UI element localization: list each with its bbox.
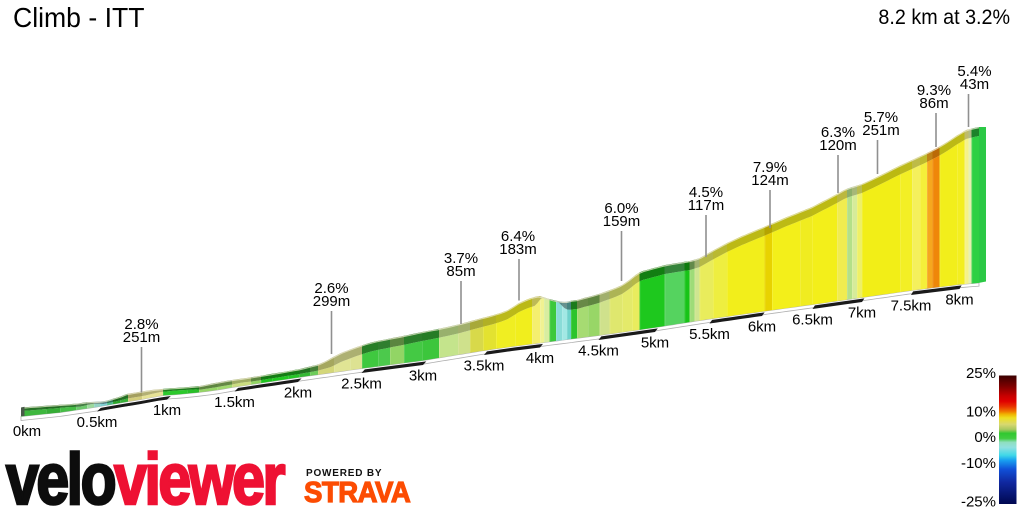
- svg-text:2.6%: 2.6%: [314, 280, 348, 297]
- svg-text:4.5%: 4.5%: [689, 184, 723, 201]
- svg-text:2.8%: 2.8%: [124, 316, 158, 333]
- svg-text:25%: 25%: [966, 365, 996, 382]
- svg-text:1km: 1km: [153, 402, 181, 419]
- svg-text:43m: 43m: [960, 76, 989, 93]
- svg-text:183m: 183m: [499, 241, 537, 258]
- svg-text:1.5km: 1.5km: [214, 394, 255, 411]
- svg-text:-25%: -25%: [961, 494, 996, 511]
- svg-text:251m: 251m: [862, 122, 900, 139]
- svg-text:6km: 6km: [748, 319, 776, 336]
- svg-text:4km: 4km: [526, 350, 554, 367]
- svg-text:0%: 0%: [974, 429, 996, 446]
- svg-text:0.5km: 0.5km: [77, 414, 118, 431]
- svg-text:10%: 10%: [966, 404, 996, 421]
- svg-text:120m: 120m: [819, 137, 857, 154]
- svg-text:5.5km: 5.5km: [689, 326, 730, 343]
- svg-text:2km: 2km: [284, 385, 312, 402]
- svg-text:85m: 85m: [446, 263, 475, 280]
- svg-text:5.7%: 5.7%: [864, 109, 898, 126]
- svg-text:6.4%: 6.4%: [501, 228, 535, 245]
- svg-text:3.5km: 3.5km: [464, 358, 505, 375]
- svg-text:7.9%: 7.9%: [753, 159, 787, 176]
- svg-text:9.3%: 9.3%: [917, 82, 951, 99]
- svg-text:86m: 86m: [919, 95, 948, 112]
- svg-text:7.5km: 7.5km: [891, 298, 932, 315]
- svg-text:8km: 8km: [945, 292, 973, 309]
- svg-text:159m: 159m: [603, 213, 641, 230]
- svg-text:2.5km: 2.5km: [341, 376, 382, 393]
- svg-text:6.0%: 6.0%: [604, 200, 638, 217]
- svg-text:251m: 251m: [123, 329, 161, 346]
- svg-text:-10%: -10%: [961, 455, 996, 472]
- svg-text:117m: 117m: [688, 197, 724, 214]
- svg-text:0km: 0km: [13, 423, 41, 440]
- svg-text:299m: 299m: [313, 293, 351, 310]
- svg-text:6.3%: 6.3%: [821, 124, 855, 141]
- svg-text:3km: 3km: [409, 368, 437, 385]
- svg-text:3.7%: 3.7%: [444, 250, 478, 267]
- svg-text:5.4%: 5.4%: [957, 63, 991, 80]
- svg-text:4.5km: 4.5km: [578, 343, 619, 360]
- svg-text:6.5km: 6.5km: [792, 312, 833, 329]
- svg-text:5km: 5km: [641, 335, 669, 352]
- svg-text:124m: 124m: [751, 172, 789, 189]
- svg-text:7km: 7km: [848, 305, 876, 322]
